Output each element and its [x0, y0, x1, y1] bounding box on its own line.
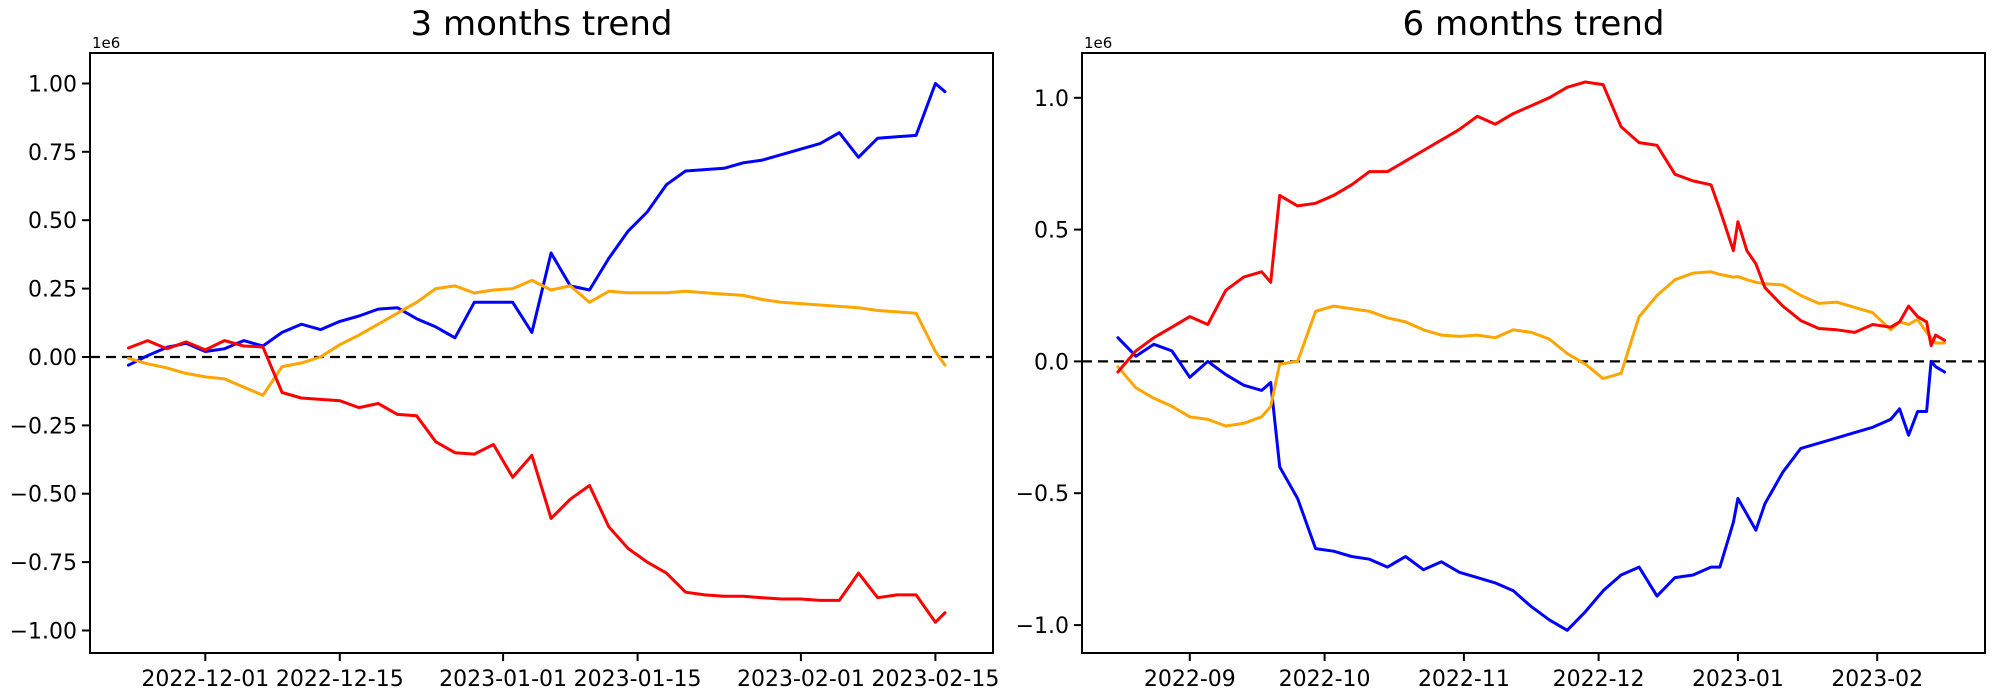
- chart-title-6-months: 6 months trend: [1402, 4, 1665, 44]
- y-tick-label: 0.50: [28, 209, 77, 234]
- x-tick-label: 2022-09: [1144, 667, 1236, 692]
- series-line-orange: [1116, 270, 1947, 428]
- y-tick-label: 0.0: [1034, 350, 1069, 375]
- x-tick-label: 2022-12-01: [141, 667, 269, 692]
- x-tick-label: 2023-01-15: [574, 667, 702, 692]
- y-tick-label: 0.5: [1034, 219, 1069, 244]
- x-tick-label: 2022-10: [1279, 667, 1371, 692]
- x-tick-label: 2023-02: [1831, 667, 1923, 692]
- y-tick-label: 1.0: [1034, 87, 1069, 112]
- series-line-red: [1116, 80, 1947, 374]
- y-tick-label: −0.25: [10, 414, 77, 439]
- chart-3-months: 1.00 0.75 0.50 0.25 0.00 −0.25 −0.50 −0.75 −1.00…: [10, 52, 999, 692]
- series-line-red: [126, 339, 947, 624]
- chart-title-3-months: 3 months trend: [410, 4, 673, 44]
- x-tick-label: 2023-02-01: [737, 667, 865, 692]
- y-tick-label: −0.50: [10, 483, 77, 508]
- y-axis-offset-label-left: 1e6: [92, 34, 121, 52]
- y-tick-label: 0.75: [28, 141, 77, 166]
- y-tick-label: −1.0: [1016, 614, 1069, 639]
- axes-box: [1081, 52, 1986, 654]
- series-line-orange: [126, 278, 947, 397]
- x-tick-label: 2023-01: [1692, 667, 1784, 692]
- x-tick-label: 2022-12: [1553, 667, 1645, 692]
- y-tick-label: 0.00: [28, 346, 77, 371]
- y-tick-label: −1.00: [10, 620, 77, 645]
- x-tick-label: 2022-12-15: [276, 667, 404, 692]
- y-tick-label: −0.5: [1016, 482, 1069, 507]
- x-tick-label: 2022-11: [1418, 667, 1510, 692]
- chart-6-months: 1.0 0.5 0.0 −0.5 −1.0 2022-09 2022-10 2022-11 20…: [1016, 52, 1986, 692]
- y-tick-label: 0.25: [28, 278, 77, 303]
- axes-box: [89, 52, 994, 654]
- series-line-blue: [1116, 336, 1947, 632]
- x-tick-label: 2023-01-01: [439, 667, 567, 692]
- x-tick-label: 2023-02-15: [871, 667, 999, 692]
- y-axis-offset-label-right: 1e6: [1084, 34, 1113, 52]
- y-tick-label: −0.75: [10, 551, 77, 576]
- series-line-blue: [126, 82, 947, 367]
- y-tick-label: 1.00: [28, 73, 77, 98]
